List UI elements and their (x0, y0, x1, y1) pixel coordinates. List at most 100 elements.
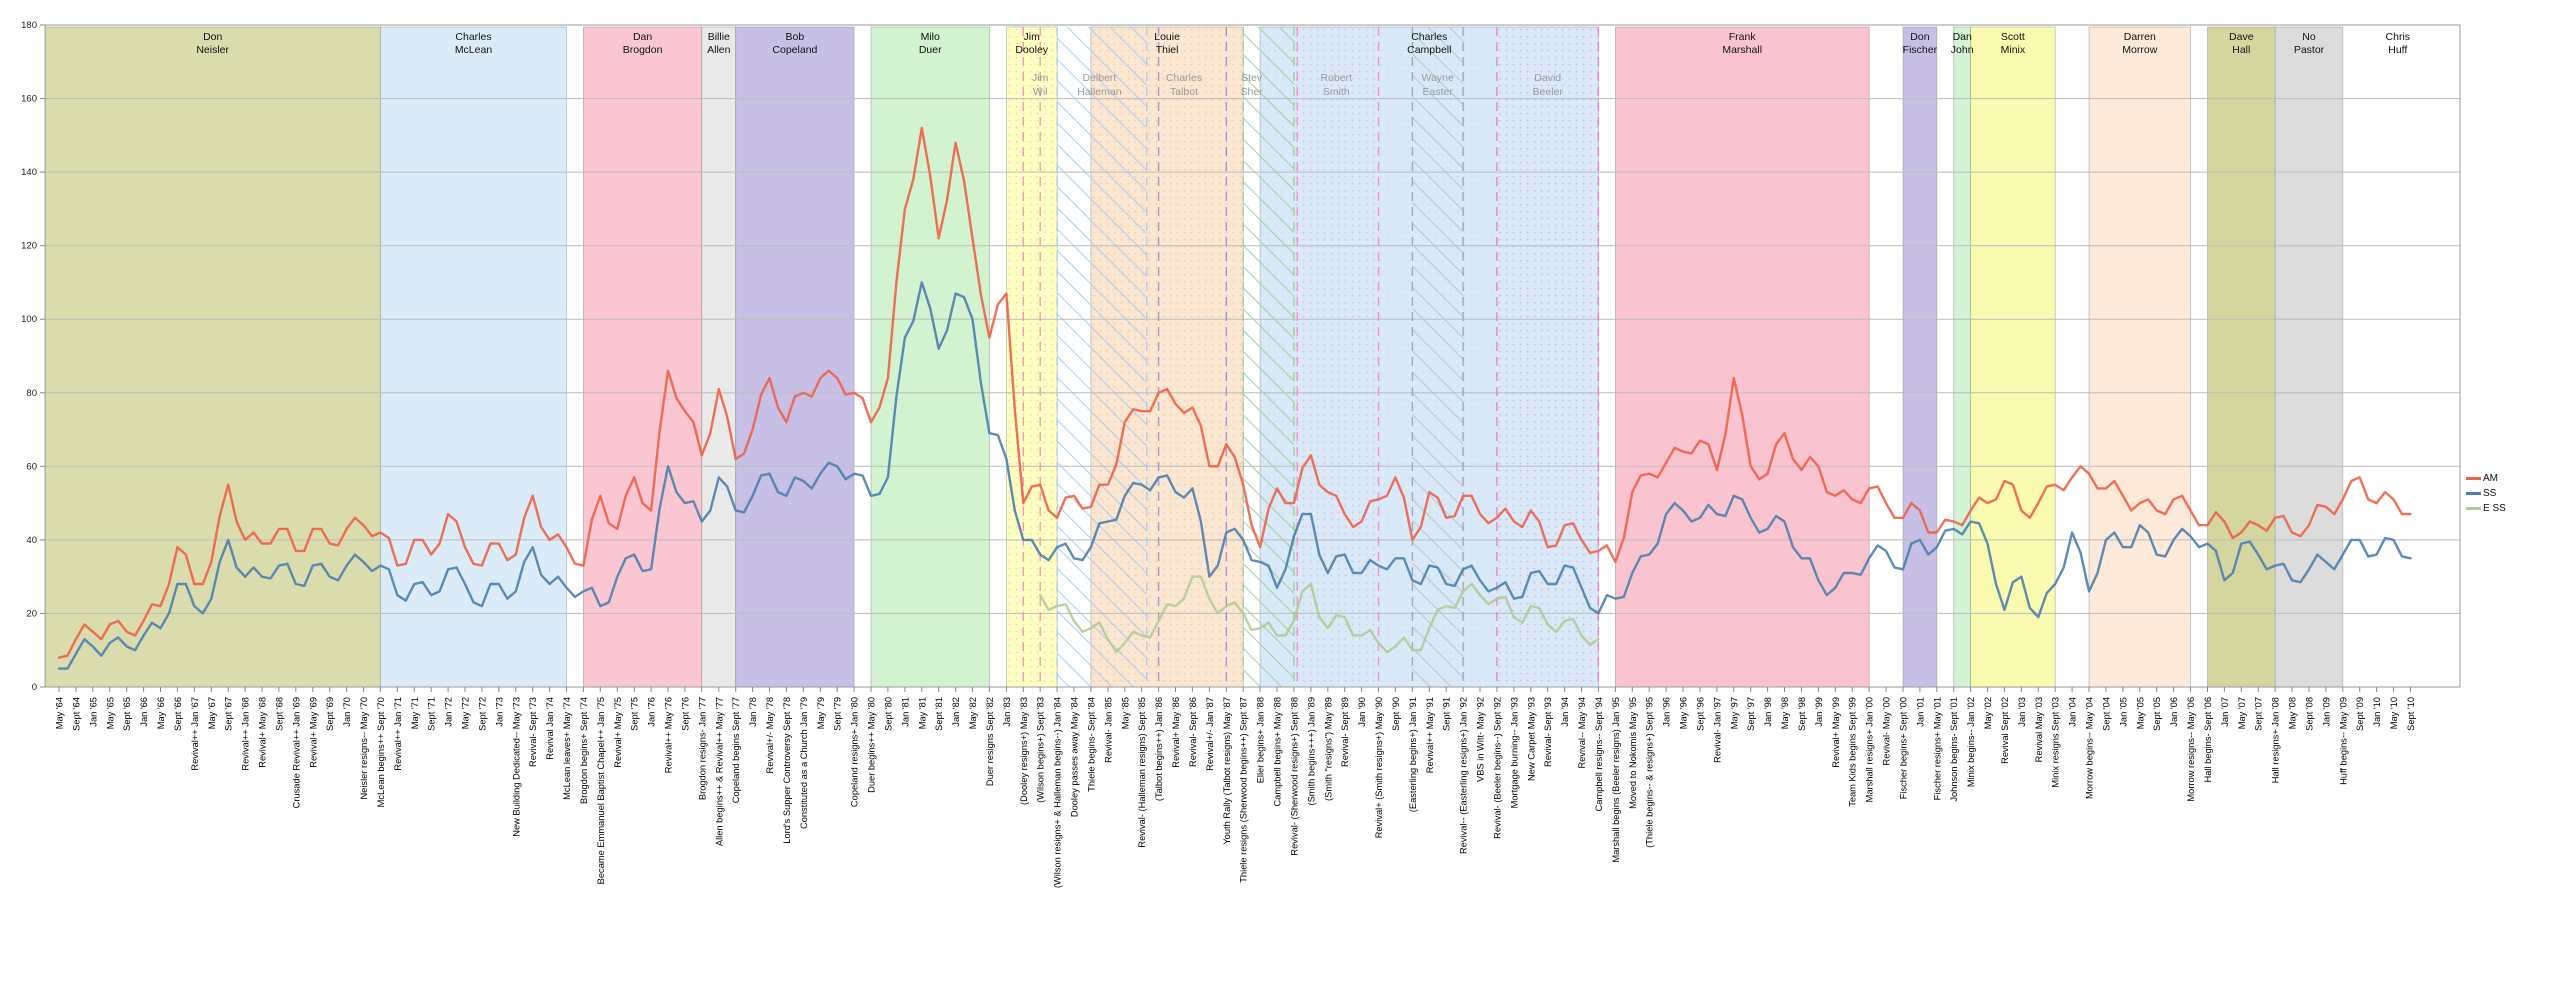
y-tick-label: 180 (21, 20, 37, 31)
pastor-label: Brogdon (623, 44, 663, 56)
pastor-label: Don (1910, 31, 1929, 43)
assistant-label: Wil (1033, 86, 1048, 98)
x-tick-label: Sept '90 (1391, 697, 1401, 731)
x-tick-label: Sept '91 (1442, 697, 1452, 731)
y-tick-label: 80 (26, 388, 37, 399)
pastor-label: John (1951, 44, 1974, 56)
assistant-label: Delbert (1082, 72, 1116, 84)
x-tick-label: Jan '07 (2220, 697, 2230, 727)
pastor-band-scott-minix (1970, 26, 2056, 688)
x-tick-label: Marshall begins (Beeler resigns) Jan '95 (1611, 697, 1621, 863)
pastor-label: Darren (2124, 31, 2156, 43)
x-tick-label: Sept '97 (1746, 697, 1756, 731)
x-tick-label: Jan '94 (1560, 697, 1570, 727)
x-tick-label: Crusade Revival++ Jan '69 (291, 697, 301, 808)
pastor-label: Charles (455, 31, 491, 43)
pastor-label: Chris (2386, 31, 2411, 43)
pastor-label: Milo (921, 31, 940, 43)
pastor-label: Neisler (196, 44, 229, 56)
y-tick-label: 100 (21, 314, 37, 325)
pastor-label: Louie (1154, 31, 1180, 43)
x-tick-label: Jan '09 (2321, 697, 2331, 727)
x-tick-label: Neisler resigns-- May '70 (359, 697, 369, 800)
x-tick-label: Jan '66 (139, 697, 149, 727)
x-tick-label: Sept '80 (883, 697, 893, 731)
pastor-label: Campbell (1407, 44, 1451, 56)
pastor-label: Jim (1024, 31, 1041, 43)
pastor-label: Charles (1411, 31, 1447, 43)
x-tick-label: Revival+ May '68 (258, 697, 268, 768)
x-tick-label: Jan '72 (444, 697, 454, 727)
x-tick-label: Jan '04 (2068, 697, 2078, 727)
pastor-label: Hall (2232, 44, 2250, 56)
pastor-label: Pastor (2294, 44, 2325, 56)
x-tick-label: Dooley passes away May '84 (1070, 697, 1080, 817)
x-tick-label: Sept '66 (173, 697, 183, 731)
y-tick-label: 160 (21, 94, 37, 105)
x-tick-label: Sept '04 (2102, 697, 2112, 731)
x-tick-label: Campbell resigns-- Sept '94 (1594, 697, 1604, 811)
y-tick-label: 40 (26, 535, 37, 546)
x-tick-label: Mortgage burning-- Jan '93 (1509, 697, 1519, 808)
x-tick-label: Jan '83 (1002, 697, 1012, 727)
x-tick-label: Sept '67 (224, 697, 234, 731)
x-tick-label: Marshall resigns+ Jan '00 (1865, 697, 1875, 802)
pastor-band-billie-allen (701, 26, 736, 688)
x-tick-label: Constituted as a Church Jan '79 (799, 697, 809, 829)
x-tick-label: Campbell begins+ May '88 (1273, 697, 1283, 807)
x-tick-label: Revival+ May '69 (308, 697, 318, 768)
x-tick-label: May '08 (2288, 697, 2298, 729)
x-tick-label: (Wilson resigns+ & Halleman begins--) Ja… (1053, 697, 1063, 888)
x-tick-label: (Smith "resigns") May '89 (1323, 697, 1333, 801)
x-tick-label: (Easterling begins+) Jan '91 (1408, 697, 1418, 812)
x-tick-label: May '97 (1729, 697, 1739, 729)
assistant-label: Charles (1166, 72, 1202, 84)
x-tick-label: Jan '65 (88, 697, 98, 727)
x-tick-label: May '10 (2389, 697, 2399, 729)
chart-legend: AM SS E SS (2466, 471, 2506, 516)
x-tick-label: Became Emmanuel Baptist Chapel++ Jan '75 (596, 697, 606, 884)
x-tick-label: Duer resigns Sept '82 (985, 697, 995, 786)
x-tick-label: Jan '73 (494, 697, 504, 727)
x-tick-label: Jan '03 (2017, 697, 2027, 727)
x-tick-label: May '98 (1780, 697, 1790, 729)
pastor-label: Copeland (772, 44, 817, 56)
assistant-label: Easter (1423, 86, 1454, 98)
pastor-band-dan-brogdon (583, 26, 703, 688)
x-tick-label: Revival-- (Easterling resigns+) Jan '92 (1459, 697, 1469, 854)
x-tick-label: Morrow resigns-- May '06 (2186, 697, 2196, 802)
x-tick-label: May '64 (55, 697, 65, 729)
x-tick-label: Revival++ Jan '68 (241, 697, 251, 771)
x-tick-label: May '07 (2237, 697, 2247, 729)
assistant-label: Smith (1323, 86, 1350, 98)
x-tick-label: Revival+ May '86 (1171, 697, 1181, 768)
pastor-label: Fischer (1903, 44, 1938, 56)
x-tick-label: Sept '98 (1797, 697, 1807, 731)
x-tick-label: Brogdon resigns- Jan '77 (697, 697, 707, 800)
texture-overlay (1090, 27, 1244, 687)
texture-overlay (1006, 27, 1058, 687)
assistant-label: Stev (1241, 72, 1263, 84)
y-tick-label: 20 (26, 608, 37, 619)
x-tick-label: Jan '96 (1662, 697, 1672, 727)
x-tick-label: (Talbot begins++) Jan '86 (1154, 697, 1164, 801)
x-tick-label: Johnson begins- Sept '01 (1949, 697, 1959, 802)
x-tick-label: McLean leaves+ May '74 (562, 697, 572, 800)
x-tick-label: Minix resigns Sept '03 (2051, 697, 2061, 788)
x-tick-label: VBS in Witt- May '92 (1476, 697, 1486, 782)
x-tick-label: (Smith begins+++) Jan '89 (1306, 697, 1316, 806)
pastor-band-dave-hall (2207, 26, 2276, 688)
pastor-label: Morrow (2122, 44, 2157, 56)
pastor-label: Dave (2229, 31, 2254, 43)
legend-swatch-ss (2466, 492, 2481, 495)
legend-item-ess: E SS (2466, 501, 2506, 516)
x-tick-label: Sept '07 (2254, 697, 2264, 731)
x-tick-label: Jan '98 (1763, 697, 1773, 727)
x-tick-label: Jan '90 (1357, 697, 1367, 727)
assistant-label: Talbot (1170, 86, 1198, 98)
x-tick-label: Revival- May '00 (1882, 697, 1892, 765)
legend-swatch-am (2466, 477, 2481, 480)
assistant-label: Wayne (1422, 72, 1454, 84)
x-tick-label: Revival+ May '75 (613, 697, 623, 768)
x-tick-label: Revival- Jan '85 (1103, 697, 1113, 763)
